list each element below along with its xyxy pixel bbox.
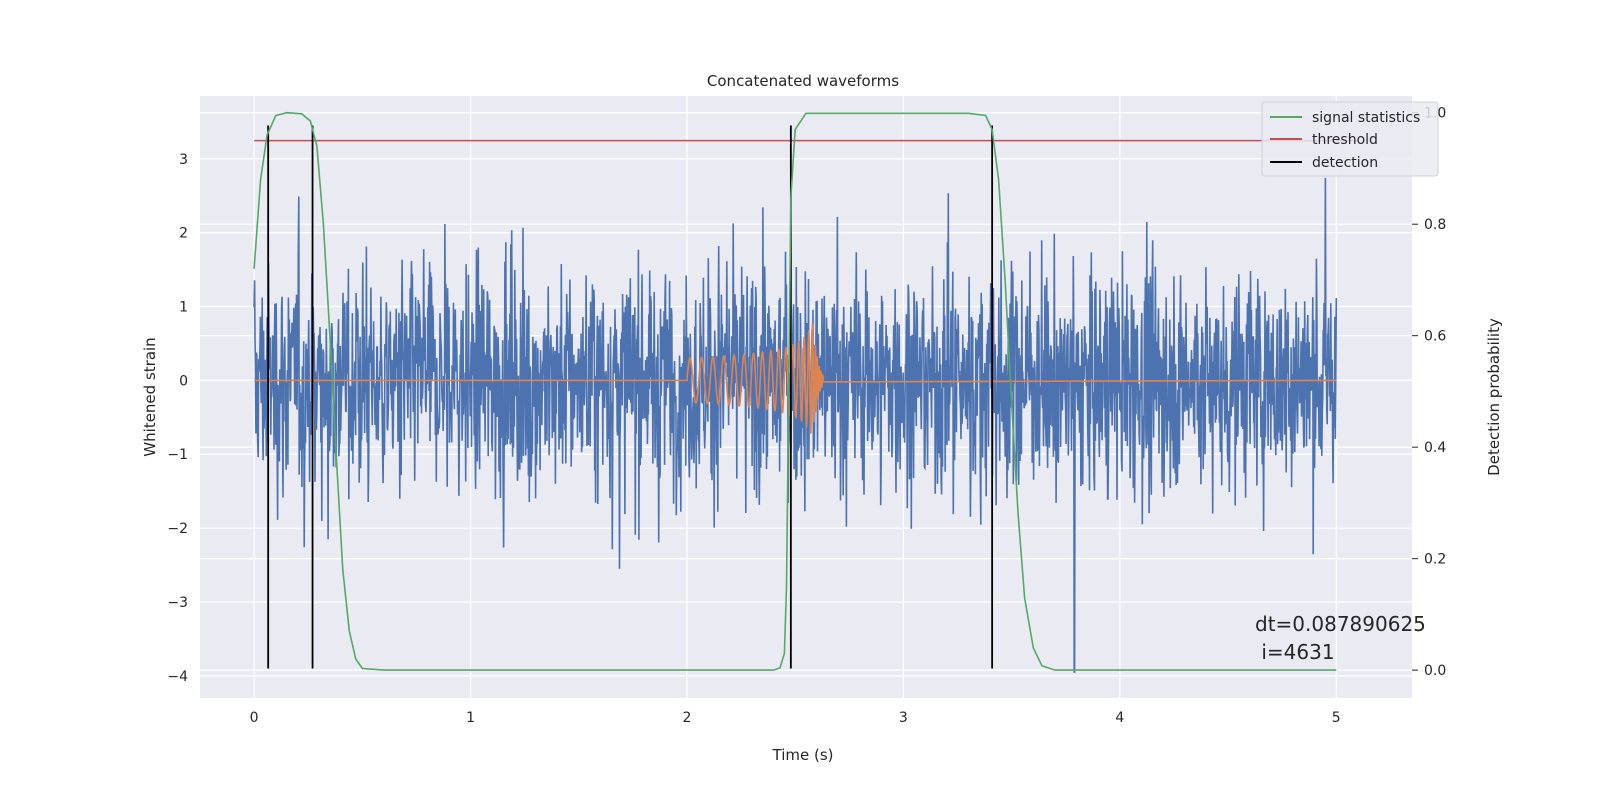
legend-label-detection: detection: [1312, 155, 1378, 171]
left-y-tick-label: −3: [167, 595, 188, 611]
legend-box: [1261, 101, 1439, 177]
x-tick-label: 4: [1115, 710, 1124, 726]
x-tick-label: 1: [466, 710, 475, 726]
right-y-axis-ticks: 1.00.80.60.40.20.0: [1412, 106, 1446, 679]
annotation-index: i=4631: [1255, 640, 1335, 664]
left-y-tick-label: 1: [179, 300, 188, 316]
left-y-tick-label: −1: [167, 447, 188, 463]
right-y-tick-label: 0.4: [1424, 440, 1446, 456]
legend: signal statistics threshold detection: [1261, 101, 1439, 177]
right-y-tick-label: 0.0: [1424, 663, 1446, 679]
left-y-axis-ticks: 3 2 1 0 −1 −2 −3 −4: [167, 152, 188, 685]
legend-label-threshold: threshold: [1312, 132, 1378, 148]
left-y-tick-label: −4: [167, 669, 188, 685]
x-tick-label: 3: [899, 710, 908, 726]
chart-title: Concatenated waveforms: [707, 72, 899, 90]
right-y-tick-label: 0.8: [1424, 217, 1446, 233]
template-series-line: [254, 323, 1337, 435]
x-axis-label: Time (s): [772, 746, 834, 764]
left-y-tick-label: 0: [179, 373, 188, 389]
annotation-dt: dt=0.087890625: [1255, 612, 1426, 636]
x-tick-label: 0: [250, 710, 259, 726]
x-tick-label: 2: [683, 710, 692, 726]
signal-statistics-line: [253, 111, 1337, 671]
right-y-axis-label: Detection probability: [1485, 318, 1503, 476]
x-axis-ticks: 0 1 2 3 4 5: [250, 710, 1341, 726]
left-y-tick-label: 2: [179, 226, 188, 242]
left-y-tick-label: −2: [167, 521, 188, 537]
left-y-axis-label: Whitened strain: [141, 337, 159, 456]
right-y-tick-label: 0.6: [1424, 329, 1446, 345]
left-y-tick-label: 3: [179, 152, 188, 168]
right-y-tick-label: 0.2: [1424, 552, 1446, 568]
legend-label-signal-statistics: signal statistics: [1312, 110, 1420, 126]
x-tick-label: 5: [1332, 710, 1341, 726]
